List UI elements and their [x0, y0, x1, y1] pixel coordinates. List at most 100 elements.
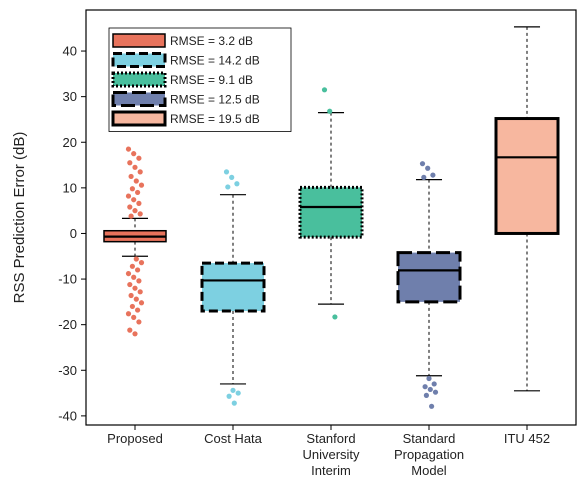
outlier-point: [137, 169, 143, 175]
outlier-point: [419, 161, 426, 167]
outlier-point: [226, 393, 232, 399]
outlier-point: [136, 155, 142, 161]
outlier-point: [127, 327, 133, 333]
outlier-point: [423, 392, 429, 398]
box-group: [494, 26, 560, 392]
box-iqr: [494, 117, 560, 235]
outlier-point: [234, 181, 240, 187]
legend-label: RMSE = 3.2 dB: [170, 34, 253, 48]
outlier-point: [125, 270, 132, 277]
y-tick-label: 20: [63, 135, 77, 150]
box-series: [103, 26, 560, 409]
legend-label: RMSE = 9.1 dB: [170, 73, 253, 87]
outlier-point: [127, 160, 133, 166]
outlier-point: [129, 303, 135, 310]
legend-swatch: [111, 91, 167, 107]
outlier-point: [231, 400, 237, 406]
legend: RMSE = 3.2 dB RMSE = 14.2 dB RMSE = 9.1 dB…: [108, 27, 292, 132]
outlier-point: [135, 189, 141, 196]
x-tick-label: ITU 452: [504, 431, 550, 446]
legend-swatch: [111, 71, 167, 88]
y-tick-label: 0: [70, 226, 77, 241]
outlier-point: [133, 178, 139, 184]
outlier-point: [128, 213, 134, 219]
outlier-point: [225, 184, 231, 190]
outlier-point: [138, 182, 145, 188]
legend-swatch: [111, 52, 167, 68]
legend-swatch: [112, 33, 166, 48]
outlier-point: [135, 307, 141, 313]
box-group: [200, 169, 266, 406]
outlier-point: [136, 319, 142, 325]
legend-label: RMSE = 19.5 dB: [170, 112, 260, 126]
outlier-point: [431, 381, 437, 387]
outlier-point: [127, 204, 133, 210]
outlier-point: [432, 389, 439, 395]
legend-label: RMSE = 14.2 dB: [170, 54, 260, 68]
outlier-point: [125, 193, 132, 199]
outlier-point: [426, 375, 432, 382]
outlier-point: [137, 289, 143, 295]
outlier-point: [136, 200, 142, 206]
x-tick-label-line: Interim: [311, 463, 351, 477]
box-iqr: [298, 185, 364, 239]
x-tick-label: Stanford University Interim: [302, 431, 360, 477]
outlier-point: [332, 314, 338, 320]
outlier-point: [132, 285, 138, 291]
y-tick-label: -20: [58, 317, 77, 332]
outlier-point: [125, 311, 132, 317]
x-tick-label: Standard Propagation Model: [394, 431, 464, 477]
y-axis-title: RSS Prediction Error (dB): [11, 132, 28, 304]
y-tick-label: -30: [58, 363, 77, 378]
outlier-point: [138, 260, 145, 266]
outlier-point: [132, 164, 138, 170]
x-tick-label-line: Model: [411, 463, 447, 477]
outlier-point: [421, 174, 427, 180]
box-iqr: [396, 251, 462, 304]
outlier-point: [422, 384, 428, 390]
box-group: [103, 146, 167, 337]
outlier-point: [229, 174, 235, 180]
x-tick-label-line: Propagation: [394, 447, 464, 462]
outlier-point: [128, 292, 134, 299]
legend-swatch: [111, 110, 167, 127]
y-tick-label: 40: [63, 44, 77, 59]
outlier-point: [129, 186, 135, 192]
y-tick-label: -10: [58, 272, 77, 287]
outlier-point: [136, 278, 142, 284]
x-tick-label-line: ITU 452: [504, 431, 550, 446]
y-tick-label: -40: [58, 408, 77, 423]
outlier-point: [132, 331, 138, 337]
outlier-point: [321, 87, 328, 93]
outlier-point: [138, 300, 145, 306]
outlier-point: [127, 281, 133, 288]
x-tick-label: Cost Hata: [204, 431, 263, 446]
x-tick-label-line: Standard: [403, 431, 456, 446]
x-tick-label-line: University: [302, 447, 360, 462]
outlier-point: [131, 314, 137, 320]
outlier-point: [137, 211, 143, 217]
outlier-point: [133, 296, 139, 302]
box-iqr: [200, 261, 266, 313]
outlier-point: [430, 172, 436, 178]
y-tick-label: 30: [63, 89, 77, 104]
outlier-point: [429, 403, 435, 409]
outlier-point: [223, 169, 230, 175]
outlier-point: [125, 146, 132, 152]
outlier-point: [327, 108, 333, 114]
x-tick-label-line: Stanford: [306, 431, 355, 446]
outlier-point: [425, 165, 431, 171]
outlier-point: [131, 151, 137, 157]
y-axis-ticks: 40 30 20 10 0 -10 -20 -30 -40: [58, 44, 86, 423]
x-axis-ticks: Proposed Cost Hata Stanford University Inter…: [107, 425, 550, 477]
box-group: [298, 87, 364, 320]
x-tick-label-line: Proposed: [107, 431, 163, 446]
y-tick-label: 10: [63, 180, 77, 195]
outlier-point: [427, 386, 433, 393]
outlier-point: [131, 274, 137, 280]
x-tick-label-line: Cost Hata: [204, 431, 263, 446]
outlier-point: [235, 390, 241, 396]
outlier-point: [131, 197, 137, 203]
outlier-point: [230, 387, 236, 393]
